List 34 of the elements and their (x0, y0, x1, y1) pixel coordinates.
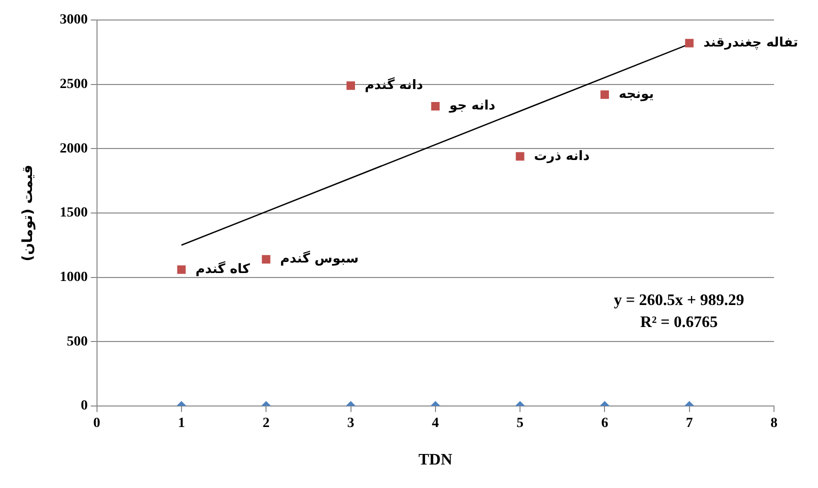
point (685, 38, 694, 48)
y-tick-label: 3000 (60, 12, 88, 28)
y-tick-label: 1000 (60, 270, 88, 285)
point (431, 102, 440, 110)
y-tick-label: 500 (66, 334, 88, 350)
x-tick-label: 7 (686, 416, 693, 432)
y-tick-label: 0 (80, 398, 88, 414)
annotation: کاه گندم (195, 260, 250, 277)
x-axis-title: TDN (418, 452, 453, 469)
y-tick-label: 1500 (60, 206, 88, 221)
annotation: R² = 0.6765 (640, 314, 718, 332)
x-tick-label: 3 (347, 416, 354, 432)
x-tick-label: 5 (516, 416, 524, 432)
point (262, 255, 270, 264)
annotation: دانه جو (448, 98, 496, 114)
y-tick-label: 2000 (60, 141, 88, 156)
x-tick-label: 0 (93, 416, 100, 432)
point (177, 265, 186, 274)
point (600, 90, 609, 99)
x-tick-label: 6 (601, 416, 608, 432)
annotation: تفاله چغندرقند (703, 36, 798, 51)
x-tick-label: 4 (432, 416, 439, 432)
annotation: سبوس گندم (280, 250, 359, 267)
annotation: دانه ذرت (534, 148, 590, 164)
point (516, 152, 524, 161)
y-tick-label: 2500 (60, 76, 88, 92)
x-tick-label: 8 (770, 416, 778, 432)
x-tick-label: 1 (178, 416, 185, 432)
point (346, 81, 355, 90)
annotation: y = 260.5x + 989.29 (614, 292, 744, 310)
annotation: یونجه (618, 87, 654, 102)
y-axis-title: قیمت (تومان) (20, 164, 36, 262)
annotation: دانه گندم (364, 76, 424, 93)
x-tick-label: 2 (262, 416, 270, 432)
